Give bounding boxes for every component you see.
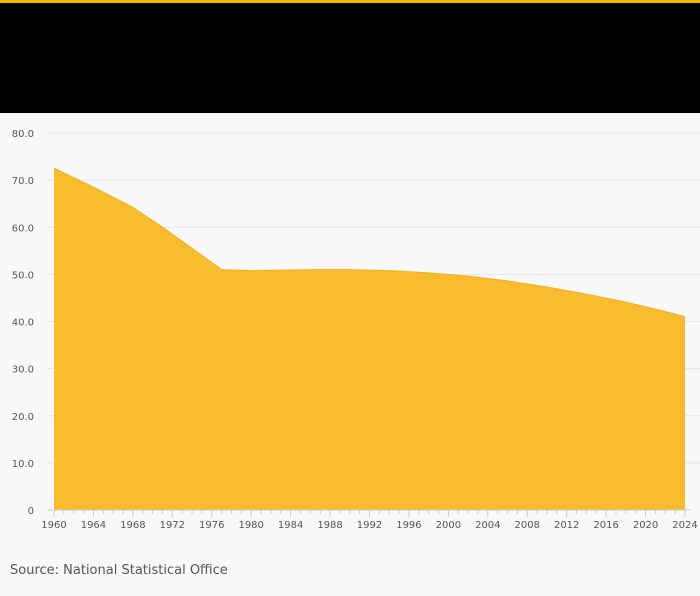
- y-tick-label: 0: [28, 506, 34, 517]
- y-tick-label: 60.0: [12, 223, 34, 234]
- header-band: [0, 3, 700, 113]
- source-note: Source: National Statistical Office: [10, 563, 228, 578]
- x-tick-label: 1980: [238, 520, 263, 531]
- y-tick-label: 40.0: [12, 318, 34, 329]
- y-tick-label: 50.0: [12, 270, 34, 281]
- x-tick-label: 2008: [515, 520, 540, 531]
- x-tick-label: 1976: [199, 520, 224, 531]
- x-tick-label: 1992: [357, 520, 382, 531]
- area-line: [53, 167, 686, 318]
- x-tick-label: 2016: [593, 520, 618, 531]
- x-tick-label: 2012: [554, 520, 579, 531]
- x-tick-label: 1968: [120, 520, 145, 531]
- x-tick-label: 1988: [317, 520, 342, 531]
- x-tick-label: 2020: [633, 520, 658, 531]
- x-tick-label: 1996: [396, 520, 421, 531]
- y-tick-label: 10.0: [12, 459, 34, 470]
- x-tick-label: 2024: [672, 520, 697, 531]
- y-tick-label: 80.0: [12, 129, 34, 140]
- x-tick-label: 2000: [436, 520, 461, 531]
- chart-area: 0 10.0 20.0 30.0 40.0 50.0 60.0 70.0 80.0 1960 196…: [0, 113, 700, 543]
- x-tick-label: 2004: [475, 520, 500, 531]
- x-tick-label: 1960: [41, 520, 66, 531]
- y-tick-label: 20.0: [12, 412, 34, 423]
- x-tick-label: 1964: [81, 520, 106, 531]
- y-tick-label: 30.0: [12, 365, 34, 376]
- y-tick-label: 70.0: [12, 176, 34, 187]
- area-chart: 0 10.0 20.0 30.0 40.0 50.0 60.0 70.0 80.0 1960 196…: [12, 129, 700, 531]
- accent-bar: [0, 0, 700, 3]
- x-tick-label: 1972: [160, 520, 185, 531]
- area-fill: [54, 168, 685, 510]
- x-tick-label: 1984: [278, 520, 303, 531]
